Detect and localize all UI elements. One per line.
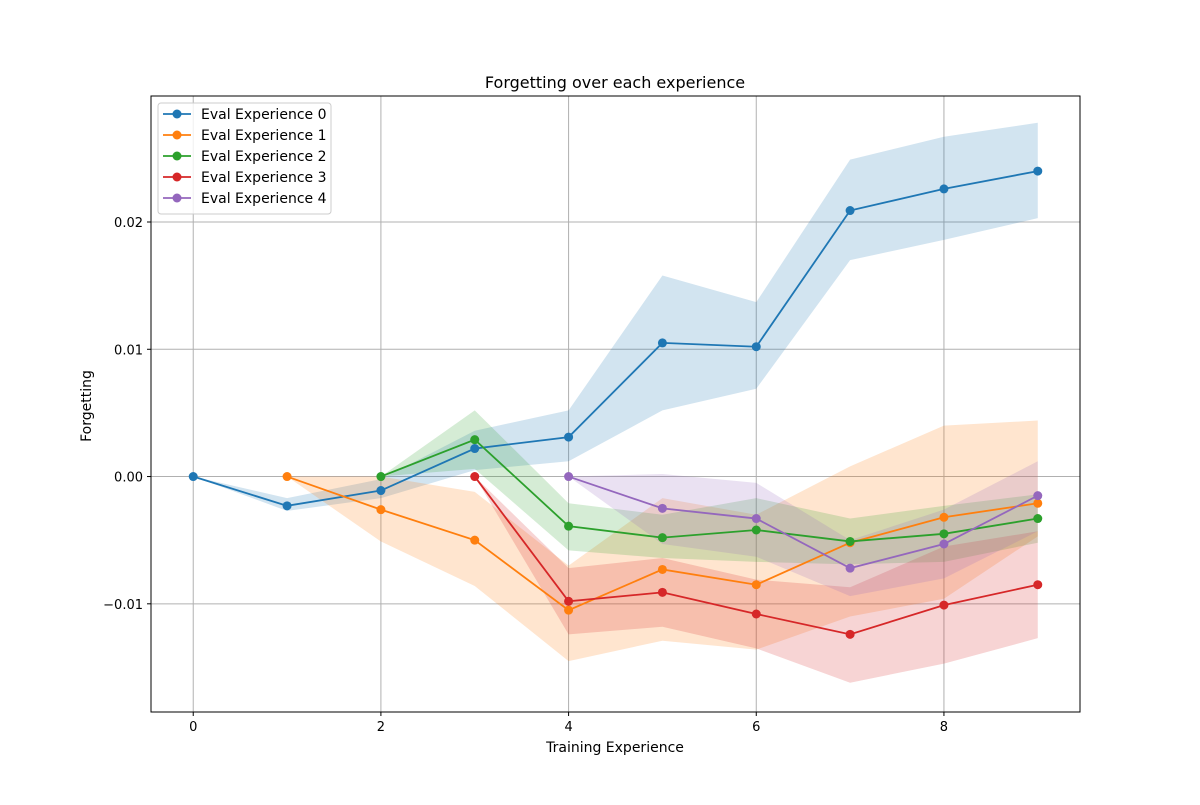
series-line-0	[192, 170, 1038, 507]
data-point	[657, 587, 667, 597]
data-point	[470, 535, 480, 545]
data-point	[564, 432, 574, 442]
confidence-band-2	[380, 410, 1038, 565]
data-point	[845, 563, 855, 573]
data-point	[939, 600, 949, 610]
data-point	[751, 342, 761, 352]
data-point	[657, 533, 667, 543]
data-point	[939, 184, 949, 194]
legend-swatch-marker	[172, 109, 182, 119]
legend-label: Eval Experience 0	[201, 107, 326, 123]
data-point	[1033, 580, 1043, 590]
axis-ticks: 0 2 4 6 8 −0.01 0.00 0.01 0.02	[103, 216, 948, 735]
legend-label: Eval Experience 4	[201, 191, 327, 207]
data-point	[1033, 498, 1043, 508]
data-point	[1033, 491, 1043, 501]
data-point	[751, 580, 761, 590]
legend-item: Eval Experience 0	[163, 107, 326, 123]
data-point	[376, 486, 386, 496]
legend-swatch-marker	[172, 172, 182, 182]
data-point	[845, 206, 855, 216]
confidence-band-0	[193, 122, 1038, 511]
data-point	[1033, 514, 1043, 524]
data-point	[376, 505, 386, 515]
data-point	[657, 503, 667, 513]
y-axis-label: Forgetting	[79, 370, 95, 442]
legend-item: Eval Experience 1	[163, 128, 326, 144]
data-point	[751, 609, 761, 619]
series-1	[282, 472, 1043, 615]
plot-frame	[150, 95, 1081, 713]
y-tick-label: −0.01	[103, 598, 143, 613]
legend-item: Eval Experience 3	[163, 170, 326, 186]
y-tick-label: 0.02	[114, 216, 143, 231]
legend-swatch-marker	[172, 130, 182, 140]
legend-item: Eval Experience 4	[163, 191, 327, 207]
data-point	[470, 435, 480, 445]
y-tick-label: 0.00	[114, 471, 143, 486]
series-line-4	[568, 475, 1039, 570]
data-point	[282, 472, 292, 482]
x-tick-label: 8	[940, 720, 948, 735]
data-point	[188, 472, 198, 482]
data-point	[751, 525, 761, 535]
confidence-band-4	[568, 461, 1038, 597]
data-point	[845, 629, 855, 639]
confidence-band-3	[474, 476, 1038, 683]
legend: Eval Experience 0 Eval Experience 1 Eval E…	[157, 102, 332, 215]
data-point	[564, 596, 574, 606]
data-point	[564, 605, 574, 615]
series-4	[564, 472, 1043, 573]
legend-label: Eval Experience 1	[201, 128, 326, 144]
data-point	[751, 514, 761, 524]
legend-swatch-marker	[172, 151, 182, 161]
data-point	[564, 472, 574, 482]
data-point	[564, 521, 574, 531]
x-axis-label: Training Experience	[545, 740, 684, 756]
x-tick-label: 6	[752, 720, 760, 735]
data-point	[939, 529, 949, 539]
data-point	[939, 512, 949, 522]
data-point	[845, 536, 855, 546]
x-tick-label: 2	[377, 720, 385, 735]
series-line-2	[380, 438, 1038, 543]
chart-title: Forgetting over each experience	[485, 73, 745, 92]
x-tick-label: 4	[564, 720, 572, 735]
legend-label: Eval Experience 2	[201, 149, 326, 165]
series-lines	[188, 166, 1043, 639]
legend-swatch-marker	[172, 193, 182, 203]
data-point	[939, 539, 949, 549]
legend-item: Eval Experience 2	[163, 149, 326, 165]
y-tick-label: 0.01	[114, 343, 143, 358]
data-point	[470, 472, 480, 482]
data-point	[376, 472, 386, 482]
data-point	[657, 564, 667, 574]
legend-box	[157, 102, 332, 215]
x-tick-label: 0	[189, 720, 197, 735]
series-0	[188, 166, 1043, 511]
series-3	[470, 472, 1043, 639]
data-point	[657, 338, 667, 348]
data-point	[282, 501, 292, 511]
data-point	[470, 444, 480, 454]
grid-lines	[151, 96, 1080, 712]
data-point	[1033, 166, 1043, 176]
series-2	[376, 435, 1043, 546]
legend-label: Eval Experience 3	[201, 170, 326, 186]
